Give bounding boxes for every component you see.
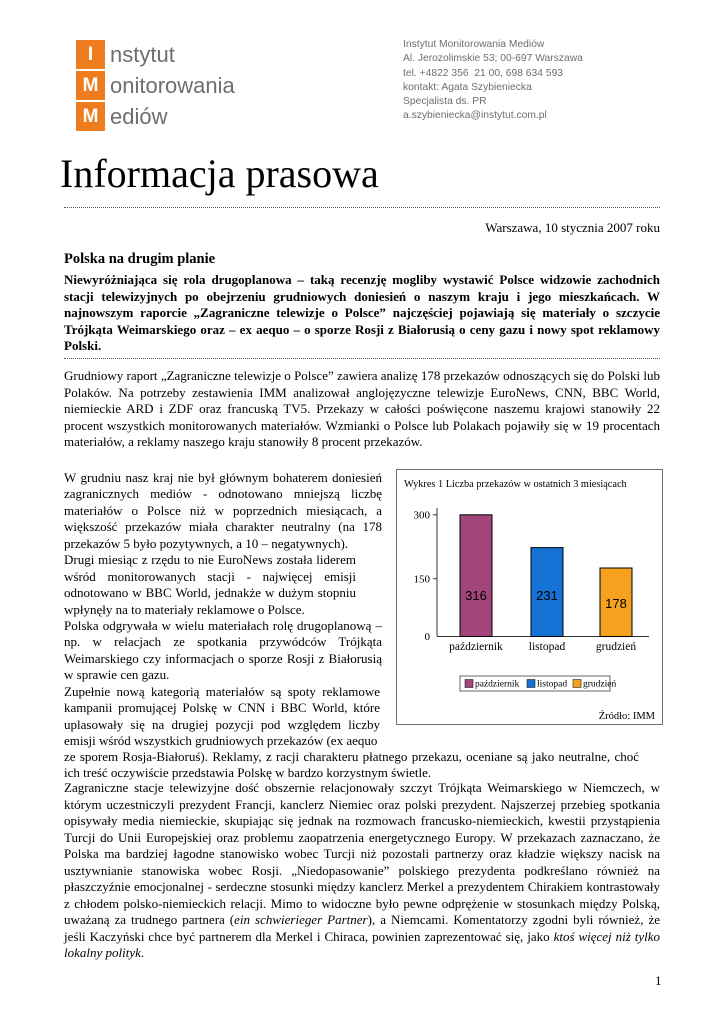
svg-text:listopad: listopad (537, 680, 567, 690)
svg-text:grudzień: grudzień (583, 680, 616, 690)
svg-text:Wykres 1 Liczba przekazów w os: Wykres 1 Liczba przekazów w ostatnich 3 … (404, 479, 628, 490)
svg-text:Źródło: IMM: Źródło: IMM (599, 710, 656, 722)
svg-text:listopad: listopad (529, 641, 566, 653)
svg-text:grudzień: grudzień (596, 641, 636, 653)
svg-text:231: 231 (536, 588, 558, 603)
svg-text:316: 316 (465, 588, 487, 603)
svg-text:październik: październik (449, 641, 503, 653)
svg-text:150: 150 (414, 573, 431, 585)
svg-text:178: 178 (605, 596, 627, 611)
svg-text:300: 300 (414, 510, 431, 522)
svg-text:październik: październik (475, 680, 520, 690)
svg-text:0: 0 (425, 631, 431, 643)
